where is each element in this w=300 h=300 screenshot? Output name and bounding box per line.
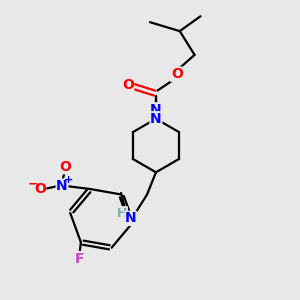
Text: N: N: [150, 112, 162, 126]
Text: −: −: [28, 177, 38, 190]
Text: O: O: [122, 78, 134, 92]
Text: F: F: [75, 252, 84, 266]
Text: O: O: [171, 67, 183, 81]
Text: N: N: [150, 103, 162, 117]
Text: O: O: [59, 160, 71, 174]
Text: +: +: [64, 175, 73, 184]
Text: N: N: [125, 212, 136, 225]
Text: N: N: [56, 179, 68, 193]
Text: H: H: [117, 206, 128, 220]
Text: O: O: [34, 182, 46, 196]
